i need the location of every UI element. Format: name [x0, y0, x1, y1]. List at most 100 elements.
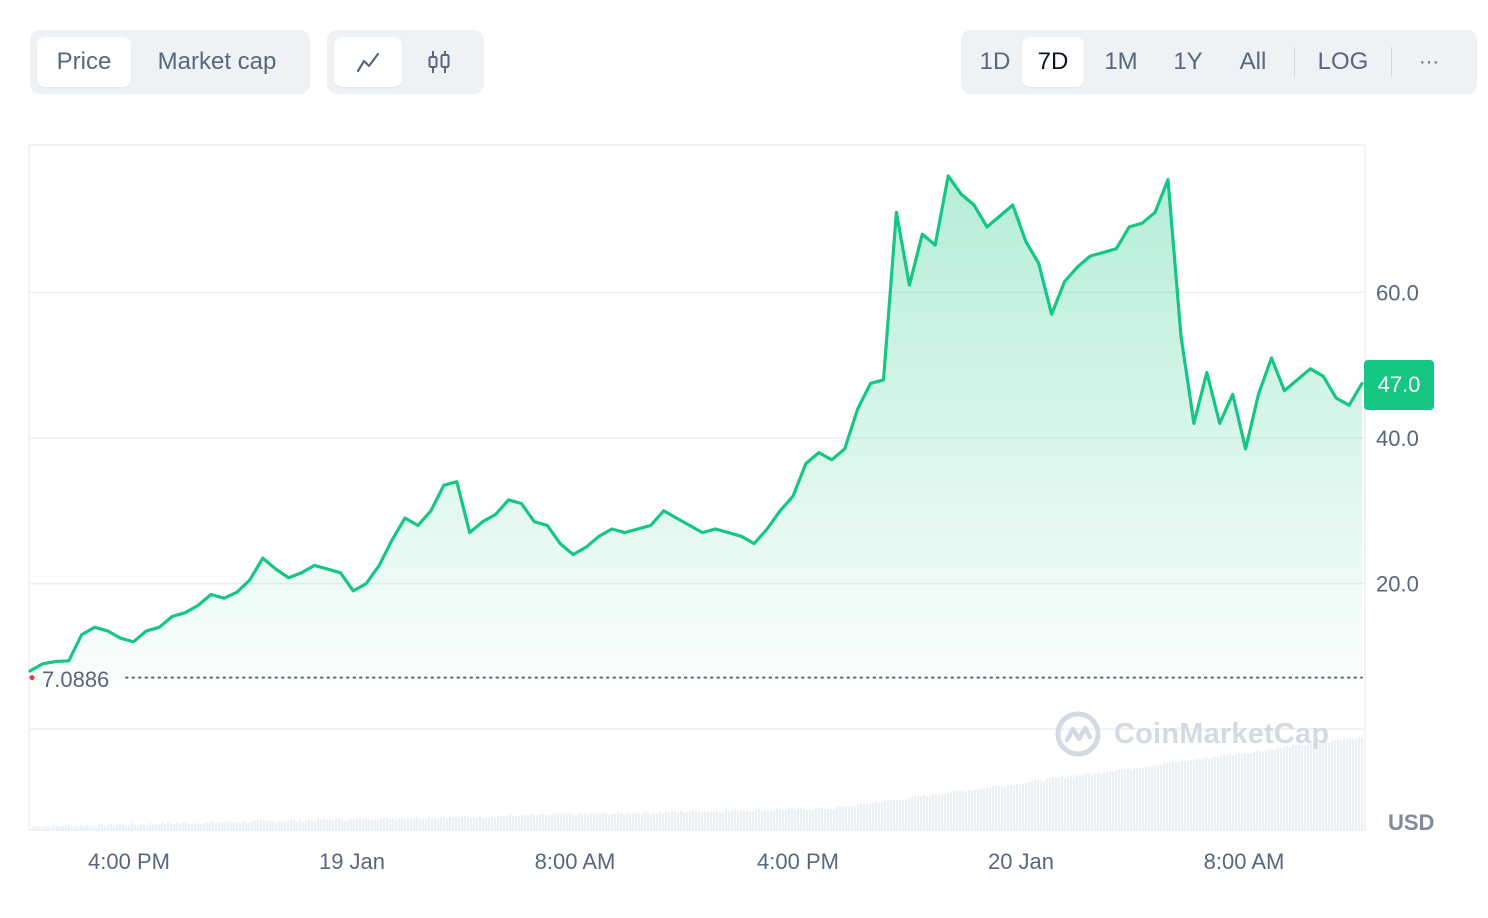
- volume-bar: [659, 811, 662, 830]
- volume-bar: [950, 792, 953, 830]
- volume-bar: [665, 811, 668, 830]
- volume-bar: [638, 813, 641, 830]
- range-1m-tab[interactable]: 1M: [1104, 48, 1138, 75]
- volume-bar: [107, 824, 110, 830]
- volume-bar: [1202, 758, 1205, 830]
- volume-bar: [1244, 753, 1247, 830]
- volume-bar: [1283, 746, 1286, 830]
- volume-bar: [1103, 772, 1106, 830]
- log-scale-button[interactable]: LOG: [1317, 48, 1369, 75]
- baseline-price-label: 7.0886: [42, 667, 110, 692]
- volume-bar: [1352, 738, 1355, 830]
- range-7d-tab[interactable]: 7D: [1022, 37, 1084, 87]
- volume-bar: [1085, 772, 1088, 830]
- volume-bar: [611, 813, 614, 830]
- volume-bar: [503, 816, 506, 830]
- volume-bar: [737, 811, 740, 830]
- volume-bar: [806, 810, 809, 830]
- volume-bar: [1040, 781, 1043, 830]
- volume-bar: [590, 813, 593, 830]
- volume-bar: [764, 809, 767, 830]
- volume-bar: [1037, 779, 1040, 830]
- volume-bar: [278, 821, 281, 830]
- volume-bar: [641, 814, 644, 830]
- volume-bar: [164, 824, 167, 830]
- volume-bar: [788, 808, 791, 830]
- volume-bar: [1238, 752, 1241, 830]
- volume-bar: [926, 795, 929, 830]
- volume-bar: [728, 810, 731, 830]
- volume-bar: [887, 800, 890, 830]
- candlestick-button[interactable]: [402, 37, 477, 87]
- volume-bar: [947, 793, 950, 830]
- volume-bar: [365, 818, 368, 830]
- volume-bar: [797, 807, 800, 830]
- volume-bar: [1172, 761, 1175, 830]
- volume-bar: [104, 826, 107, 830]
- volume-bar: [953, 790, 956, 830]
- volume-bar: [206, 822, 209, 830]
- volume-bar: [1055, 777, 1058, 830]
- volume-bar: [1112, 771, 1115, 830]
- line-chart-button[interactable]: [334, 37, 402, 87]
- volume-bar: [491, 816, 494, 830]
- volume-bar: [1145, 766, 1148, 830]
- volume-bar: [713, 811, 716, 830]
- volume-bar: [353, 818, 356, 830]
- volume-bar: [215, 822, 218, 830]
- volume-bar: [863, 803, 866, 830]
- volume-bar: [1292, 744, 1295, 830]
- volume-bar: [992, 786, 995, 830]
- price-line: [28, 174, 1364, 673]
- volume-bar: [1319, 742, 1322, 830]
- volume-bar: [824, 809, 827, 830]
- volume-bar: [686, 812, 689, 830]
- volume-bar: [512, 815, 515, 830]
- range-all-tab[interactable]: All: [1239, 48, 1267, 75]
- volume-bar: [650, 813, 653, 830]
- volume-bar: [1019, 784, 1022, 830]
- volume-bar: [722, 812, 725, 830]
- volume-bar: [1268, 749, 1271, 830]
- range-1d-tab[interactable]: 1D: [979, 48, 1011, 75]
- volume-bar: [356, 818, 359, 830]
- volume-bar: [1289, 747, 1292, 830]
- volume-bar: [1022, 783, 1025, 830]
- volume-bar: [938, 794, 941, 830]
- volume-bar: [833, 809, 836, 830]
- volume-bar: [116, 824, 119, 830]
- volume-bar: [149, 823, 152, 830]
- volume-bar: [1223, 754, 1226, 830]
- volume-bar: [452, 817, 455, 830]
- volume-bar: [98, 823, 101, 830]
- range-1y-tab[interactable]: 1Y: [1173, 48, 1203, 75]
- volume-bar: [44, 826, 47, 830]
- volume-bar: [884, 800, 887, 830]
- market-cap-tab[interactable]: Market cap: [157, 48, 277, 75]
- volume-bar: [752, 811, 755, 830]
- volume-bar: [770, 810, 773, 830]
- volume-bar: [782, 810, 785, 830]
- price-tab[interactable]: Price: [37, 37, 131, 87]
- toolbar-divider: [1391, 47, 1392, 77]
- volume-bar: [569, 813, 572, 830]
- volume-bar: [680, 810, 683, 830]
- volume-bar: [1151, 765, 1154, 830]
- volume-bar: [629, 814, 632, 830]
- volume-bar: [1229, 754, 1232, 830]
- x-tick-label: 20 Jan: [988, 849, 1054, 874]
- volume-bar: [854, 806, 857, 830]
- volume-bar: [794, 809, 797, 830]
- volume-bar: [731, 810, 734, 830]
- volume-bar: [476, 817, 479, 830]
- volume-bar: [83, 826, 86, 830]
- volume-bar: [416, 816, 419, 830]
- volume-bar: [1325, 740, 1328, 830]
- volume-bar: [269, 820, 272, 830]
- volume-bar: [683, 812, 686, 830]
- more-options-button[interactable]: ···: [1419, 50, 1439, 73]
- volume-bar: [1313, 742, 1316, 830]
- volume-bar: [191, 823, 194, 830]
- volume-bar: [1361, 737, 1364, 830]
- y-tick-label: 20.0: [1376, 572, 1419, 597]
